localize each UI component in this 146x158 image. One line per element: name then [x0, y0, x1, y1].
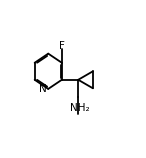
Text: F: F	[59, 41, 65, 51]
Text: NH₂: NH₂	[70, 103, 90, 113]
Text: N: N	[39, 84, 47, 94]
